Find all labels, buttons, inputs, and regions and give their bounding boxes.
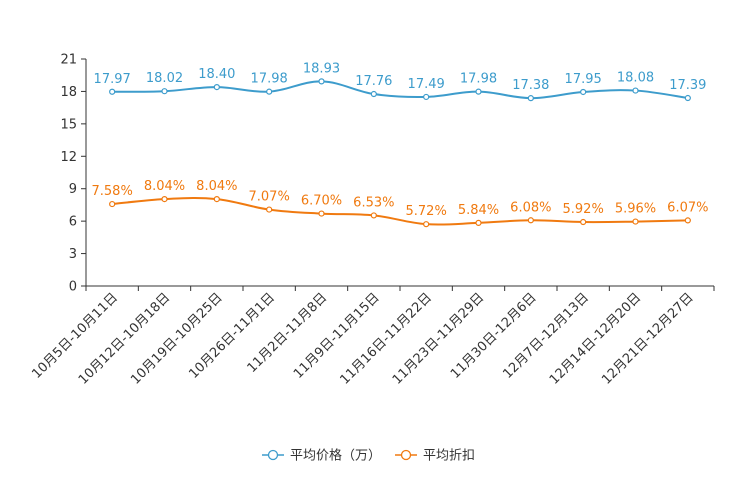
x-tick-label: 10月12日-10月18日 xyxy=(76,290,173,387)
data-point[interactable] xyxy=(213,84,220,91)
data-point[interactable] xyxy=(370,212,377,219)
legend-label: 平均价格（万） xyxy=(290,448,381,464)
legend-label: 平均折扣 xyxy=(423,449,475,464)
chart-legend[interactable]: 平均价格（万） 平均折扣 xyxy=(262,448,475,464)
y-tick-label: 3 xyxy=(69,247,77,262)
data-point[interactable] xyxy=(580,218,587,226)
chart-axes xyxy=(85,59,714,287)
data-point[interactable] xyxy=(109,200,116,208)
y-axis-ticks: 0 3 6 9 12 15 18 21 xyxy=(60,53,86,295)
data-label: 6.53% xyxy=(353,195,394,210)
data-point[interactable] xyxy=(580,88,587,96)
series-2: 7.58% 8.04% 8.04% 7.07% 6.70% 6.53% 5.72% 5.84%… xyxy=(92,179,708,228)
chart-series: 17.97 18.02 18.40 17.98 18.93 17.76 17.49 17.98… xyxy=(92,61,708,228)
legend-circle-icon xyxy=(400,449,412,461)
data-point[interactable] xyxy=(684,94,691,102)
data-point[interactable] xyxy=(109,88,116,95)
data-point[interactable] xyxy=(266,88,273,95)
x-tick-label: 10月5日-10月11日 xyxy=(29,290,121,382)
x-tick-label: 11月16日-11月22日 xyxy=(338,290,435,387)
y-tick-label: 21 xyxy=(60,53,77,68)
data-label: 18.40 xyxy=(198,67,235,82)
data-label: 5.84% xyxy=(458,203,499,218)
data-label: 8.04% xyxy=(144,179,185,194)
y-tick-label: 6 xyxy=(69,215,77,230)
data-label: 8.04% xyxy=(196,179,237,194)
data-point[interactable] xyxy=(423,93,430,101)
y-tick-label: 0 xyxy=(69,280,77,295)
data-point[interactable] xyxy=(161,195,168,203)
data-label: 17.39 xyxy=(669,78,706,93)
data-point[interactable] xyxy=(475,219,482,226)
data-label: 18.93 xyxy=(303,61,340,76)
data-point[interactable] xyxy=(318,210,325,217)
legend-item-1[interactable]: 平均价格（万） xyxy=(262,448,381,464)
x-tick-label: 10月19日-10月25日 xyxy=(128,290,225,387)
data-label: 5.92% xyxy=(563,202,604,217)
data-label: 7.07% xyxy=(249,190,290,205)
data-label: 17.49 xyxy=(408,77,445,92)
x-tick-label: 12月14日-12月20日 xyxy=(547,290,644,387)
series-1: 17.97 18.02 18.40 17.98 18.93 17.76 17.49 17.98… xyxy=(94,61,706,102)
legend-circle-icon xyxy=(267,449,279,461)
y-tick-label: 15 xyxy=(60,117,77,132)
data-point[interactable] xyxy=(684,217,691,224)
x-tick-label: 11月23日-11月29日 xyxy=(390,290,487,387)
data-label: 6.70% xyxy=(301,194,342,209)
data-point[interactable] xyxy=(527,217,534,224)
data-label: 7.58% xyxy=(92,184,133,199)
data-point[interactable] xyxy=(475,88,482,95)
data-label: 17.76 xyxy=(355,74,392,89)
data-label: 5.72% xyxy=(406,204,447,219)
data-point[interactable] xyxy=(161,88,168,95)
y-tick-label: 12 xyxy=(60,150,77,165)
data-label: 17.98 xyxy=(460,72,497,87)
data-point[interactable] xyxy=(423,221,430,228)
data-label: 17.97 xyxy=(94,72,131,87)
data-label: 5.96% xyxy=(615,202,656,217)
data-label: 17.95 xyxy=(565,72,602,87)
data-point[interactable] xyxy=(370,90,377,98)
series-line xyxy=(112,80,688,100)
series-line xyxy=(112,197,688,226)
data-point[interactable] xyxy=(632,87,639,94)
data-label: 17.38 xyxy=(512,78,549,93)
data-point[interactable] xyxy=(266,206,273,213)
y-tick-label: 9 xyxy=(69,182,77,197)
data-point[interactable] xyxy=(527,95,534,102)
data-label: 18.08 xyxy=(617,71,654,86)
data-label: 17.98 xyxy=(251,72,288,87)
x-tick-label: 12月21日-12月27日 xyxy=(599,290,696,387)
legend-item-2[interactable]: 平均折扣 xyxy=(395,449,475,464)
data-point[interactable] xyxy=(213,195,220,203)
y-tick-label: 18 xyxy=(60,85,77,100)
x-axis-ticks: 10月5日-10月11日10月12日-10月18日10月19日-10月25日10… xyxy=(29,286,715,388)
data-point[interactable] xyxy=(632,218,639,225)
data-point[interactable] xyxy=(318,78,325,85)
data-label: 6.08% xyxy=(510,200,551,215)
data-label: 6.07% xyxy=(667,200,708,215)
data-label: 18.02 xyxy=(146,71,183,86)
